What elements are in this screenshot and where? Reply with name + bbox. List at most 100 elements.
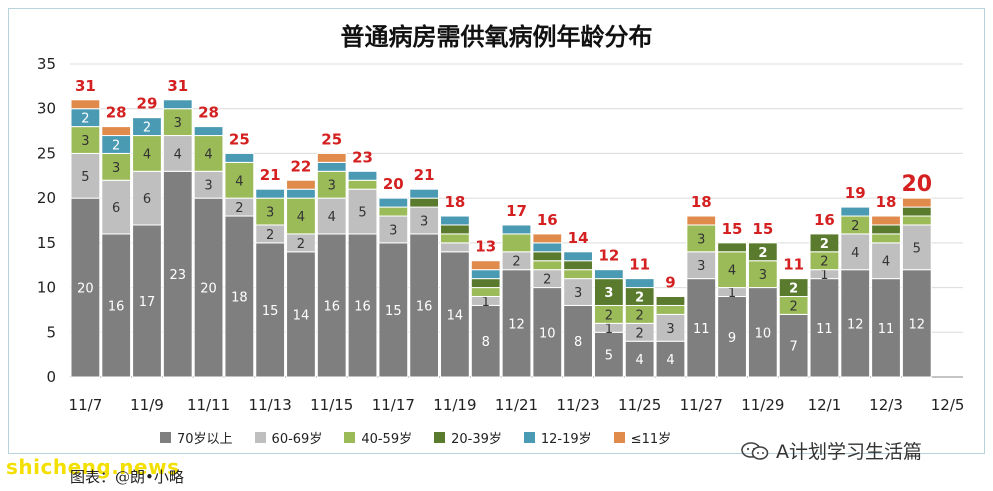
total-label: 16	[537, 211, 558, 229]
total-label: 19	[845, 184, 866, 202]
segment-value-label: 3	[604, 286, 613, 301]
bar-segment	[470, 269, 501, 280]
legend-swatch	[344, 432, 356, 443]
segment-value-label: 8	[574, 335, 582, 350]
segment-value-label: 3	[389, 223, 397, 238]
y-tick-label: 10	[37, 279, 56, 297]
bar-segment	[378, 242, 409, 378]
bar-segment	[378, 197, 409, 208]
legend-label: 12-19岁	[540, 432, 592, 447]
segment-value-label: 2	[635, 291, 644, 306]
y-tick-label: 35	[37, 55, 56, 73]
total-label: 14	[568, 229, 589, 247]
chart-title: 普通病房需供氧病例年龄分布	[340, 23, 653, 51]
bar-segment	[747, 242, 778, 262]
bar-segment	[70, 197, 101, 378]
y-tick-label: 20	[37, 189, 56, 207]
segment-value-label: 1	[728, 286, 736, 301]
segment-value-label: 4	[297, 210, 305, 225]
segment-value-label: 17	[139, 295, 156, 310]
segment-value-label: 3	[697, 259, 705, 274]
bar-segment	[132, 170, 162, 226]
legend-label: ≤11岁	[630, 432, 672, 447]
total-label: 15	[752, 220, 773, 238]
bar-segment	[686, 278, 717, 378]
segment-value-label: 1	[482, 295, 490, 310]
bar-segment	[901, 215, 932, 226]
segment-value-label: 4	[235, 174, 243, 189]
bar-segment	[101, 126, 132, 137]
segment-value-label: 16	[354, 299, 371, 314]
bar-segment	[871, 224, 901, 235]
bar-segment	[316, 170, 347, 199]
segment-value-label: 10	[539, 326, 556, 341]
y-tick-label: 30	[37, 100, 56, 118]
bar-segment	[409, 206, 440, 235]
total-label: 16	[814, 211, 835, 229]
segment-value-label: 4	[143, 147, 151, 162]
segment-value-label: 9	[728, 331, 736, 346]
segment-value-label: 3	[81, 134, 89, 149]
bar-segment	[563, 251, 593, 262]
segment-value-label: 3	[697, 232, 705, 247]
bar-segment	[593, 278, 624, 306]
bar-segment	[532, 233, 563, 244]
legend-swatch	[160, 432, 171, 443]
legend-item: 40-59岁	[344, 428, 412, 447]
bar-segment	[655, 296, 686, 306]
segment-value-label: 12	[847, 317, 864, 332]
bar-segment	[409, 197, 440, 208]
bar-segment	[593, 331, 624, 378]
segment-value-label: 4	[666, 353, 674, 368]
total-label: 15	[722, 220, 743, 238]
segment-value-label: 11	[878, 322, 895, 337]
segment-value-label: 16	[323, 299, 340, 314]
total-label: 11	[783, 256, 804, 274]
segment-value-label: 2	[266, 228, 274, 243]
x-tick-label: 11/19	[433, 396, 476, 414]
bar-segment	[624, 278, 655, 289]
bar-segment	[840, 206, 871, 217]
x-tick-label: 11/9	[130, 396, 164, 414]
bar-segment	[655, 340, 686, 378]
x-tick-label: 12/3	[869, 396, 903, 414]
x-tick-label: 11/11	[187, 396, 230, 414]
total-label: 31	[75, 77, 96, 95]
bar-segment	[871, 242, 901, 280]
segment-value-label: 16	[416, 299, 433, 314]
segment-value-label: 7	[789, 340, 797, 355]
bar-segment	[717, 251, 747, 289]
segment-value-label: 23	[170, 268, 187, 283]
bar-segment	[132, 135, 162, 172]
legend-item: 60-69岁	[254, 428, 322, 447]
total-label: 18	[876, 193, 897, 211]
segment-value-label: 2	[81, 112, 89, 127]
bar-segment	[809, 278, 840, 378]
legend-label: 70岁以上	[177, 432, 233, 447]
bar-segment	[101, 152, 132, 181]
bar-segment	[347, 188, 378, 235]
wechat-icon	[741, 441, 769, 460]
segment-value-label: 20	[200, 282, 217, 297]
bar-segment	[532, 242, 563, 253]
bar-segment	[470, 287, 501, 298]
bar-segment	[193, 197, 224, 378]
bar-segment	[440, 242, 470, 253]
total-label: 29	[137, 95, 158, 113]
segment-value-label: 2	[789, 299, 797, 314]
bar-segment	[440, 251, 470, 378]
bar-segment	[316, 233, 347, 378]
bar-segment	[809, 233, 840, 253]
bar-segment	[316, 161, 347, 172]
bar-segment	[101, 233, 132, 378]
legend-swatch	[434, 432, 446, 443]
bar-segment	[778, 278, 809, 298]
segment-value-label: 3	[666, 322, 674, 337]
bar-segment	[162, 170, 193, 378]
total-label: 11	[629, 256, 650, 274]
bar-segment	[563, 304, 593, 378]
segment-value-label: 5	[81, 170, 89, 185]
segment-value-label: 3	[759, 268, 767, 283]
segment-value-label: 2	[758, 246, 767, 261]
